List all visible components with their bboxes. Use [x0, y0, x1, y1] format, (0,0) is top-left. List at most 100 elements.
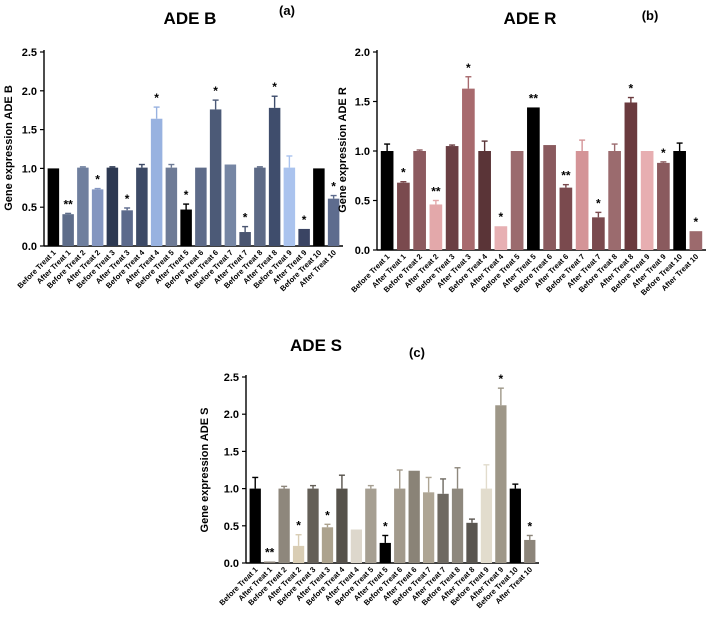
- chart2-ytick-label: 0.0: [355, 245, 370, 257]
- chart2-bar: [624, 102, 638, 251]
- chart1-significance-label: **: [63, 197, 73, 211]
- chart3-bar: [379, 542, 391, 563]
- chart3-significance-label: *: [499, 372, 504, 386]
- chart2-bar: [429, 204, 443, 250]
- chart1-bar: [254, 167, 266, 246]
- chart2-bar: [380, 151, 394, 250]
- chart3-bar: [524, 539, 536, 563]
- chart3-significance-label: *: [296, 519, 301, 533]
- chart3-ytick-label: 0.0: [224, 558, 239, 570]
- chart3-ytick-label: 2.0: [224, 409, 239, 421]
- chart2-bar: [640, 151, 654, 250]
- chart2-bar: [689, 231, 703, 250]
- chart3-significance-label: **: [265, 546, 275, 560]
- chart1-bar: [283, 167, 296, 246]
- chart2-ytick-label: 1.0: [355, 146, 370, 158]
- chart2-significance-label: *: [466, 61, 471, 75]
- chart2-significance-label: *: [694, 215, 699, 229]
- chart3-panel-label: (c): [409, 345, 425, 360]
- chart1-significance-label: *: [243, 211, 248, 225]
- chart3-bar: [278, 488, 290, 563]
- chart1-bar: [47, 168, 60, 246]
- chart2-significance-label: *: [661, 146, 666, 160]
- chart3-bar: [422, 492, 435, 563]
- chart2-significance-label: *: [499, 210, 504, 224]
- chart1-bar: [106, 167, 119, 246]
- chart1-significance-label: *: [331, 180, 336, 194]
- chart2-significance-label: *: [629, 82, 634, 96]
- chart1-bar: [62, 214, 74, 246]
- chart1-bar: [298, 228, 310, 246]
- chart3-ytick-label: 2.5: [224, 372, 239, 384]
- chart2-bar: [527, 107, 540, 250]
- chart2-bar: [657, 162, 670, 250]
- chart2-bar: [592, 217, 605, 250]
- chart2-title: ADE R: [504, 9, 557, 28]
- chart2-significance-label: **: [529, 91, 539, 105]
- chart1-significance-label: *: [272, 80, 277, 94]
- chart2-ytick-label: 0.5: [355, 196, 370, 208]
- chart2-significance-label: **: [561, 169, 571, 183]
- chart1-significance-label: *: [213, 84, 218, 98]
- chart3-bar: [336, 488, 348, 563]
- chart2-significance-label: *: [596, 196, 601, 210]
- chart1-significance-label: *: [125, 192, 130, 206]
- chart1-bar: [150, 118, 163, 246]
- chart2-bar: [510, 151, 524, 250]
- chart1-significance-label: *: [184, 188, 189, 202]
- chart2-bar: [559, 187, 573, 250]
- chart2-ytick-label: 2.0: [355, 47, 370, 59]
- chart3-bar: [466, 522, 478, 563]
- chart3-bar: [394, 488, 406, 563]
- chart3-ytick-label: 1.0: [224, 484, 239, 496]
- chart3-bar: [264, 561, 276, 563]
- chart3-significance-label: *: [325, 508, 330, 522]
- chart1-significance-label: *: [302, 213, 307, 227]
- chart2-bar: [494, 226, 508, 250]
- chart1-title: ADE B: [164, 9, 217, 28]
- chart3-bar: [408, 470, 420, 563]
- chart2-bar: [673, 151, 686, 250]
- chart1-ylabel: Gene expression ADE B: [3, 85, 15, 211]
- chart1-bar: [313, 168, 325, 246]
- chart1-ytick-label: 1.5: [22, 125, 37, 137]
- chart2-bar: [575, 151, 589, 250]
- chart3-bar: [480, 488, 493, 563]
- chart3-bar: [451, 488, 464, 563]
- chart1-bar: [195, 167, 207, 246]
- chart3-ytick-label: 0.5: [224, 521, 239, 533]
- chart3-ylabel: Gene expression ADE S: [199, 408, 211, 533]
- chart1-bar: [180, 209, 192, 246]
- chart2-ytick-label: 1.5: [355, 97, 370, 109]
- chart1-ytick-label: 0.0: [22, 241, 37, 253]
- chart3-bar: [437, 493, 449, 563]
- chart3-bar: [495, 405, 507, 563]
- chart1-panel-label: (a): [279, 3, 295, 18]
- chart3-title: ADE S: [290, 336, 342, 355]
- chart2-bar: [543, 145, 556, 250]
- chart1-bar: [327, 198, 340, 246]
- chart1-bar: [121, 210, 133, 246]
- chart3-ytick-label: 1.5: [224, 446, 239, 458]
- chart1-ytick-label: 2.0: [22, 86, 37, 98]
- chart2-bar: [445, 146, 459, 250]
- chart3-bar: [307, 488, 319, 563]
- chart1-bar: [91, 189, 104, 246]
- chart2-significance-label: *: [401, 166, 406, 180]
- chart1-ytick-label: 2.5: [22, 47, 37, 59]
- chart3-significance-label: *: [383, 519, 388, 533]
- chart1-significance-label: *: [95, 173, 100, 187]
- chart3-significance-label: *: [527, 519, 532, 533]
- chart1-ytick-label: 0.5: [22, 202, 37, 214]
- chart1-ytick-label: 1.0: [22, 163, 37, 175]
- chart2-panel-label: (b): [642, 8, 659, 23]
- chart1-bar: [239, 232, 251, 246]
- chart2-bar: [413, 151, 426, 250]
- chart1-bar: [77, 167, 89, 246]
- chart1-bar: [165, 167, 178, 246]
- chart2-bar: [397, 182, 410, 250]
- chart2-bar: [608, 151, 621, 250]
- chart2-bar: [462, 88, 475, 250]
- chart1-bar: [136, 167, 148, 246]
- chart1-bar: [268, 107, 281, 246]
